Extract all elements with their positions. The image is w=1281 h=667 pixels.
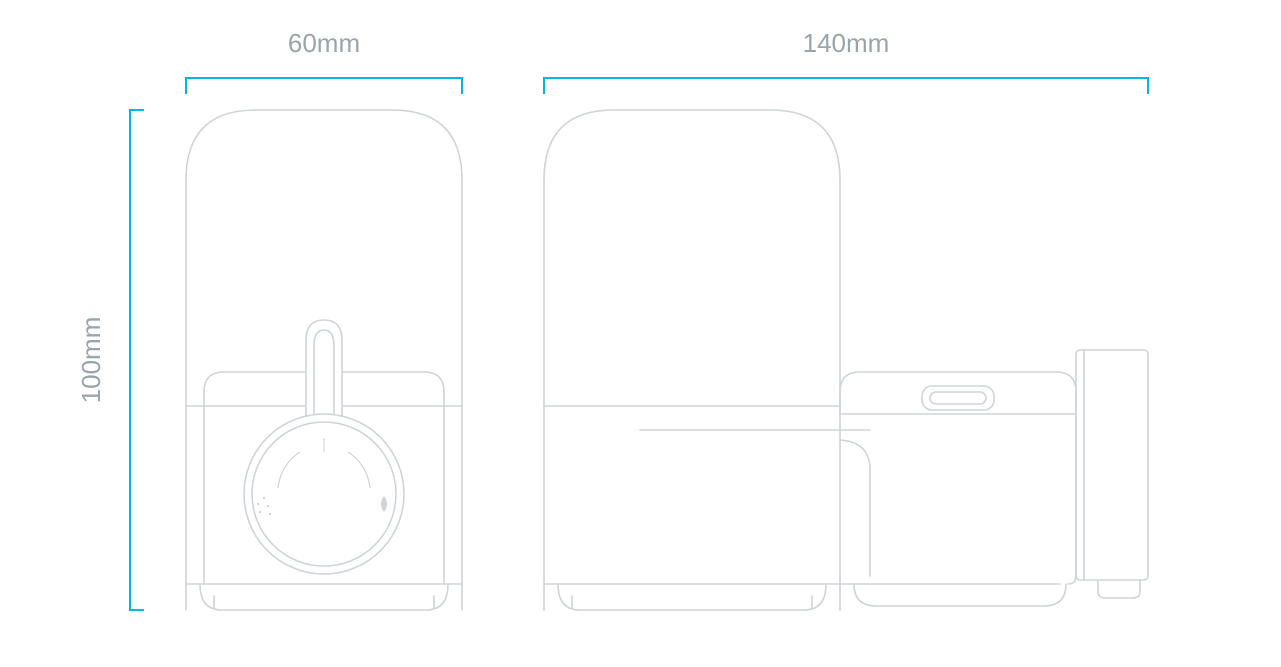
width-side-dimension: 140mm [544,28,1148,94]
height-label: 100mm [76,317,106,404]
side-foot-attach [854,584,1066,606]
width-front-dimension: 60mm [186,28,462,94]
width-side-bracket [544,78,1148,94]
width-front-bracket [186,78,462,94]
front-lever [306,320,342,424]
front-foot [186,584,462,610]
side-attachment-top [840,372,1076,414]
side-view [544,110,1148,610]
height-bracket [130,110,144,610]
dimension-diagram: 100mm 60mm 140mm [0,0,1281,667]
front-view [186,110,462,610]
height-dimension: 100mm [76,110,144,610]
side-button [922,386,994,410]
side-upper-body [544,110,840,610]
width-front-label: 60mm [288,28,360,58]
side-end-cap [1076,350,1148,598]
width-side-label: 140mm [803,28,890,58]
side-foot-main [544,584,840,610]
